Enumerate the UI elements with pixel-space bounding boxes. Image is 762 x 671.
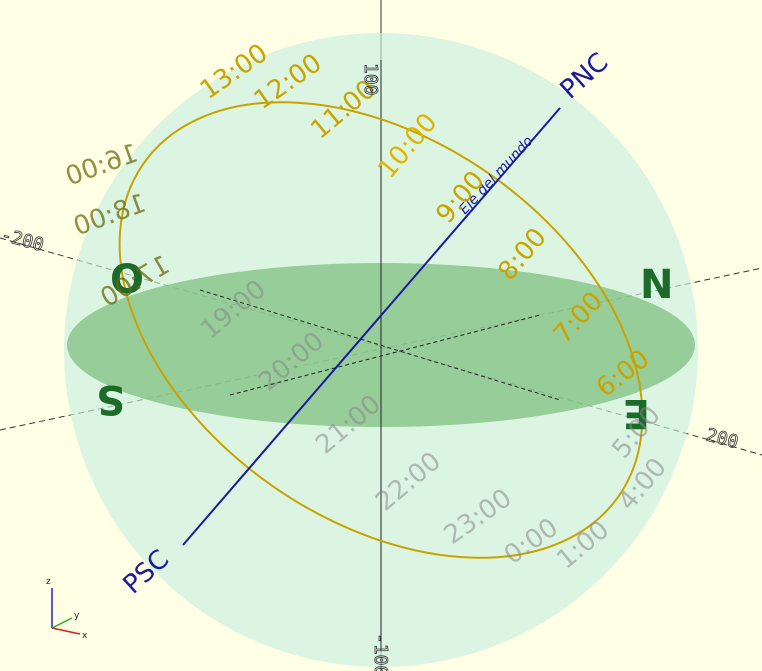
cardinal-west: O [110, 257, 144, 303]
triad-x-label: x [82, 631, 88, 641]
triad-y-label: y [74, 611, 80, 621]
sun-path [118, 101, 644, 559]
z-top-tick: 100 [360, 63, 381, 96]
axis-solid [199, 60, 561, 650]
y-left-tick: -200 [0, 225, 46, 257]
cardinal-north: N [640, 262, 673, 308]
cardinal-south: S [96, 376, 125, 422]
world-axis [182, 107, 561, 546]
orientation-triad: z x y [46, 577, 88, 641]
triad-z-label: z [46, 577, 51, 587]
x-right-tick: 200 [704, 425, 741, 454]
z-bottom-tick: -100 [370, 633, 391, 671]
cardinal-east: E [623, 390, 650, 436]
